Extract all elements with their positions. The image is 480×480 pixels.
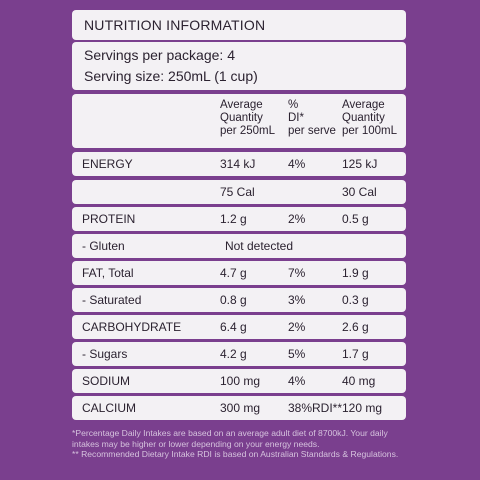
row-per-100ml: 0.3 g bbox=[342, 293, 369, 307]
row-per-100ml: 0.5 g bbox=[342, 212, 369, 226]
footnote-line: ** Recommended Dietary Intake RDI is bas… bbox=[72, 449, 399, 459]
header-text: Quantity bbox=[342, 112, 385, 124]
row-per-250ml: 100 mg bbox=[220, 374, 261, 388]
footnote-line: *Percentage Daily Intakes are based on a… bbox=[72, 428, 388, 438]
row-label: CALCIUM bbox=[82, 401, 137, 415]
row-per-100ml: 120 mg bbox=[342, 401, 383, 415]
row-per-100ml: 40 mg bbox=[342, 374, 376, 388]
row-label: CARBOHYDRATE bbox=[82, 320, 182, 334]
header-text: Average bbox=[342, 99, 385, 111]
header-per-250ml: Average Quantity per 250mL bbox=[220, 99, 275, 138]
table-row: - Gluten Not detected bbox=[72, 234, 406, 258]
row-per-100ml: 30 Cal bbox=[342, 185, 377, 199]
footnote-line: intakes may be higher or lower depending… bbox=[72, 438, 320, 449]
row-label: - Sugars bbox=[82, 347, 128, 361]
row-per-250ml: 314 kJ bbox=[220, 157, 256, 171]
row-di: 38%RDI** bbox=[288, 401, 343, 415]
row-spanning-value: Not detected bbox=[224, 239, 294, 253]
row-label: FAT, Total bbox=[82, 266, 134, 280]
row-label: SODIUM bbox=[82, 374, 130, 388]
header-text: Quantity bbox=[220, 112, 263, 124]
table-row: - Saturated 0.8 g 3% 0.3 g bbox=[72, 288, 406, 312]
row-di: 3% bbox=[288, 293, 306, 307]
row-per-250ml: 1.2 g bbox=[220, 212, 247, 226]
header-text: DI* bbox=[288, 112, 304, 124]
row-di: 4% bbox=[288, 374, 306, 388]
table-row: PROTEIN 1.2 g 2% 0.5 g bbox=[72, 207, 406, 231]
header-text: per serve bbox=[288, 125, 336, 137]
header-text: Average bbox=[220, 99, 263, 111]
header-text: per 250mL bbox=[220, 125, 275, 137]
table-row: FAT, Total 4.7 g 7% 1.9 g bbox=[72, 261, 406, 285]
row-label: - Gluten bbox=[82, 239, 125, 253]
table-row: ENERGY 314 kJ 4% 125 kJ bbox=[72, 152, 406, 176]
column-header-panel: Average Quantity per 250mL % DI* per ser… bbox=[72, 94, 406, 148]
row-per-250ml: 300 mg bbox=[220, 401, 261, 415]
row-per-250ml: 6.4 g bbox=[220, 320, 247, 334]
row-di: 4% bbox=[288, 157, 306, 171]
table-row: 75 Cal 30 Cal bbox=[72, 180, 406, 204]
title-panel: NUTRITION INFORMATION bbox=[72, 10, 406, 40]
row-per-250ml: 0.8 g bbox=[220, 293, 247, 307]
row-per-100ml: 1.7 g bbox=[342, 347, 369, 361]
table-row: CARBOHYDRATE 6.4 g 2% 2.6 g bbox=[72, 315, 406, 339]
footnotes: *Percentage Daily Intakes are based on a… bbox=[72, 428, 412, 460]
row-di: 5% bbox=[288, 347, 306, 361]
row-di: 2% bbox=[288, 320, 306, 334]
servings-panel: Servings per package: 4 Serving size: 25… bbox=[72, 42, 406, 90]
row-label: PROTEIN bbox=[82, 212, 136, 226]
table-row: SODIUM 100 mg 4% 40 mg bbox=[72, 369, 406, 393]
row-label: ENERGY bbox=[82, 157, 133, 171]
header-text: per 100mL bbox=[342, 125, 397, 137]
table-row: - Sugars 4.2 g 5% 1.7 g bbox=[72, 342, 406, 366]
serving-size: Serving size: 250mL (1 cup) bbox=[84, 68, 258, 84]
panel-title: NUTRITION INFORMATION bbox=[84, 17, 266, 33]
row-per-250ml: 4.2 g bbox=[220, 347, 247, 361]
row-per-100ml: 1.9 g bbox=[342, 266, 369, 280]
header-text: % bbox=[288, 99, 299, 111]
row-per-250ml: 4.7 g bbox=[220, 266, 247, 280]
row-label: - Saturated bbox=[82, 293, 142, 307]
header-per-100ml: Average Quantity per 100mL bbox=[342, 99, 397, 138]
row-per-100ml: 2.6 g bbox=[342, 320, 369, 334]
row-per-250ml: 75 Cal bbox=[220, 185, 255, 199]
servings-per-package: Servings per package: 4 bbox=[84, 47, 235, 63]
table-row: CALCIUM 300 mg 38%RDI** 120 mg bbox=[72, 396, 406, 420]
row-di: 2% bbox=[288, 212, 306, 226]
header-di-per-serve: % DI* per serve bbox=[288, 99, 336, 138]
row-di: 7% bbox=[288, 266, 306, 280]
row-per-100ml: 125 kJ bbox=[342, 157, 378, 171]
